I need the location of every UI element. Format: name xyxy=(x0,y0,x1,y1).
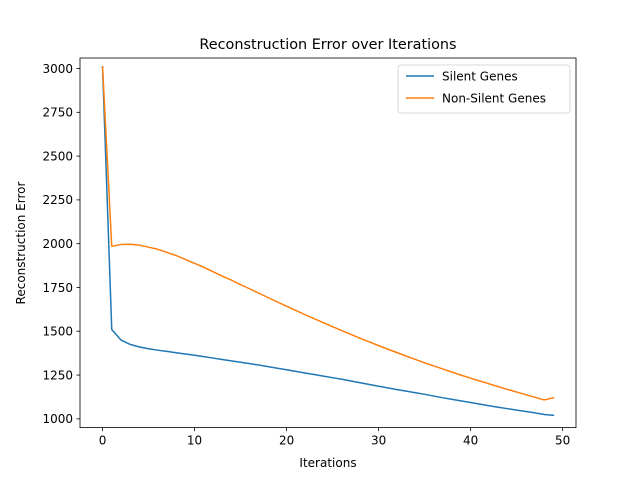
series-line-0 xyxy=(101,65,555,417)
x-tick-label: 0 xyxy=(99,434,107,448)
legend-label-1: Non-Silent Genes xyxy=(442,91,546,105)
x-tick-label: 20 xyxy=(279,434,294,448)
y-tick-label: 1500 xyxy=(42,325,73,339)
y-tick-label: 1750 xyxy=(42,281,73,295)
y-axis: 1000 1250 1500 1750 2000 2250 2500 2750 3000 xyxy=(42,62,80,426)
plot-frame xyxy=(79,57,577,429)
legend: Silent Genes Non-Silent Genes xyxy=(397,64,571,114)
plot-lines xyxy=(101,65,555,417)
legend-label-0: Silent Genes xyxy=(442,69,518,83)
y-tick-label: 3000 xyxy=(42,62,73,76)
legend-box xyxy=(397,64,571,114)
y-tick-label: 1000 xyxy=(42,412,73,426)
y-tick-label: 1250 xyxy=(42,368,73,382)
chart-title: Reconstruction Error over Iterations xyxy=(199,37,456,53)
series-line-1 xyxy=(101,65,555,401)
y-tick-label: 2500 xyxy=(42,149,73,163)
x-tick-label: 30 xyxy=(371,434,386,448)
y-axis-label: Reconstruction Error xyxy=(14,182,28,305)
x-tick-label: 50 xyxy=(555,434,570,448)
x-tick-label: 40 xyxy=(463,434,478,448)
y-tick-label: 2750 xyxy=(42,106,73,120)
x-tick-label: 10 xyxy=(187,434,202,448)
y-tick-label: 2000 xyxy=(42,237,73,251)
x-axis-label: Iterations xyxy=(299,456,356,470)
y-tick-label: 2250 xyxy=(42,193,73,207)
x-axis: 0 10 20 30 40 50 xyxy=(99,427,570,448)
